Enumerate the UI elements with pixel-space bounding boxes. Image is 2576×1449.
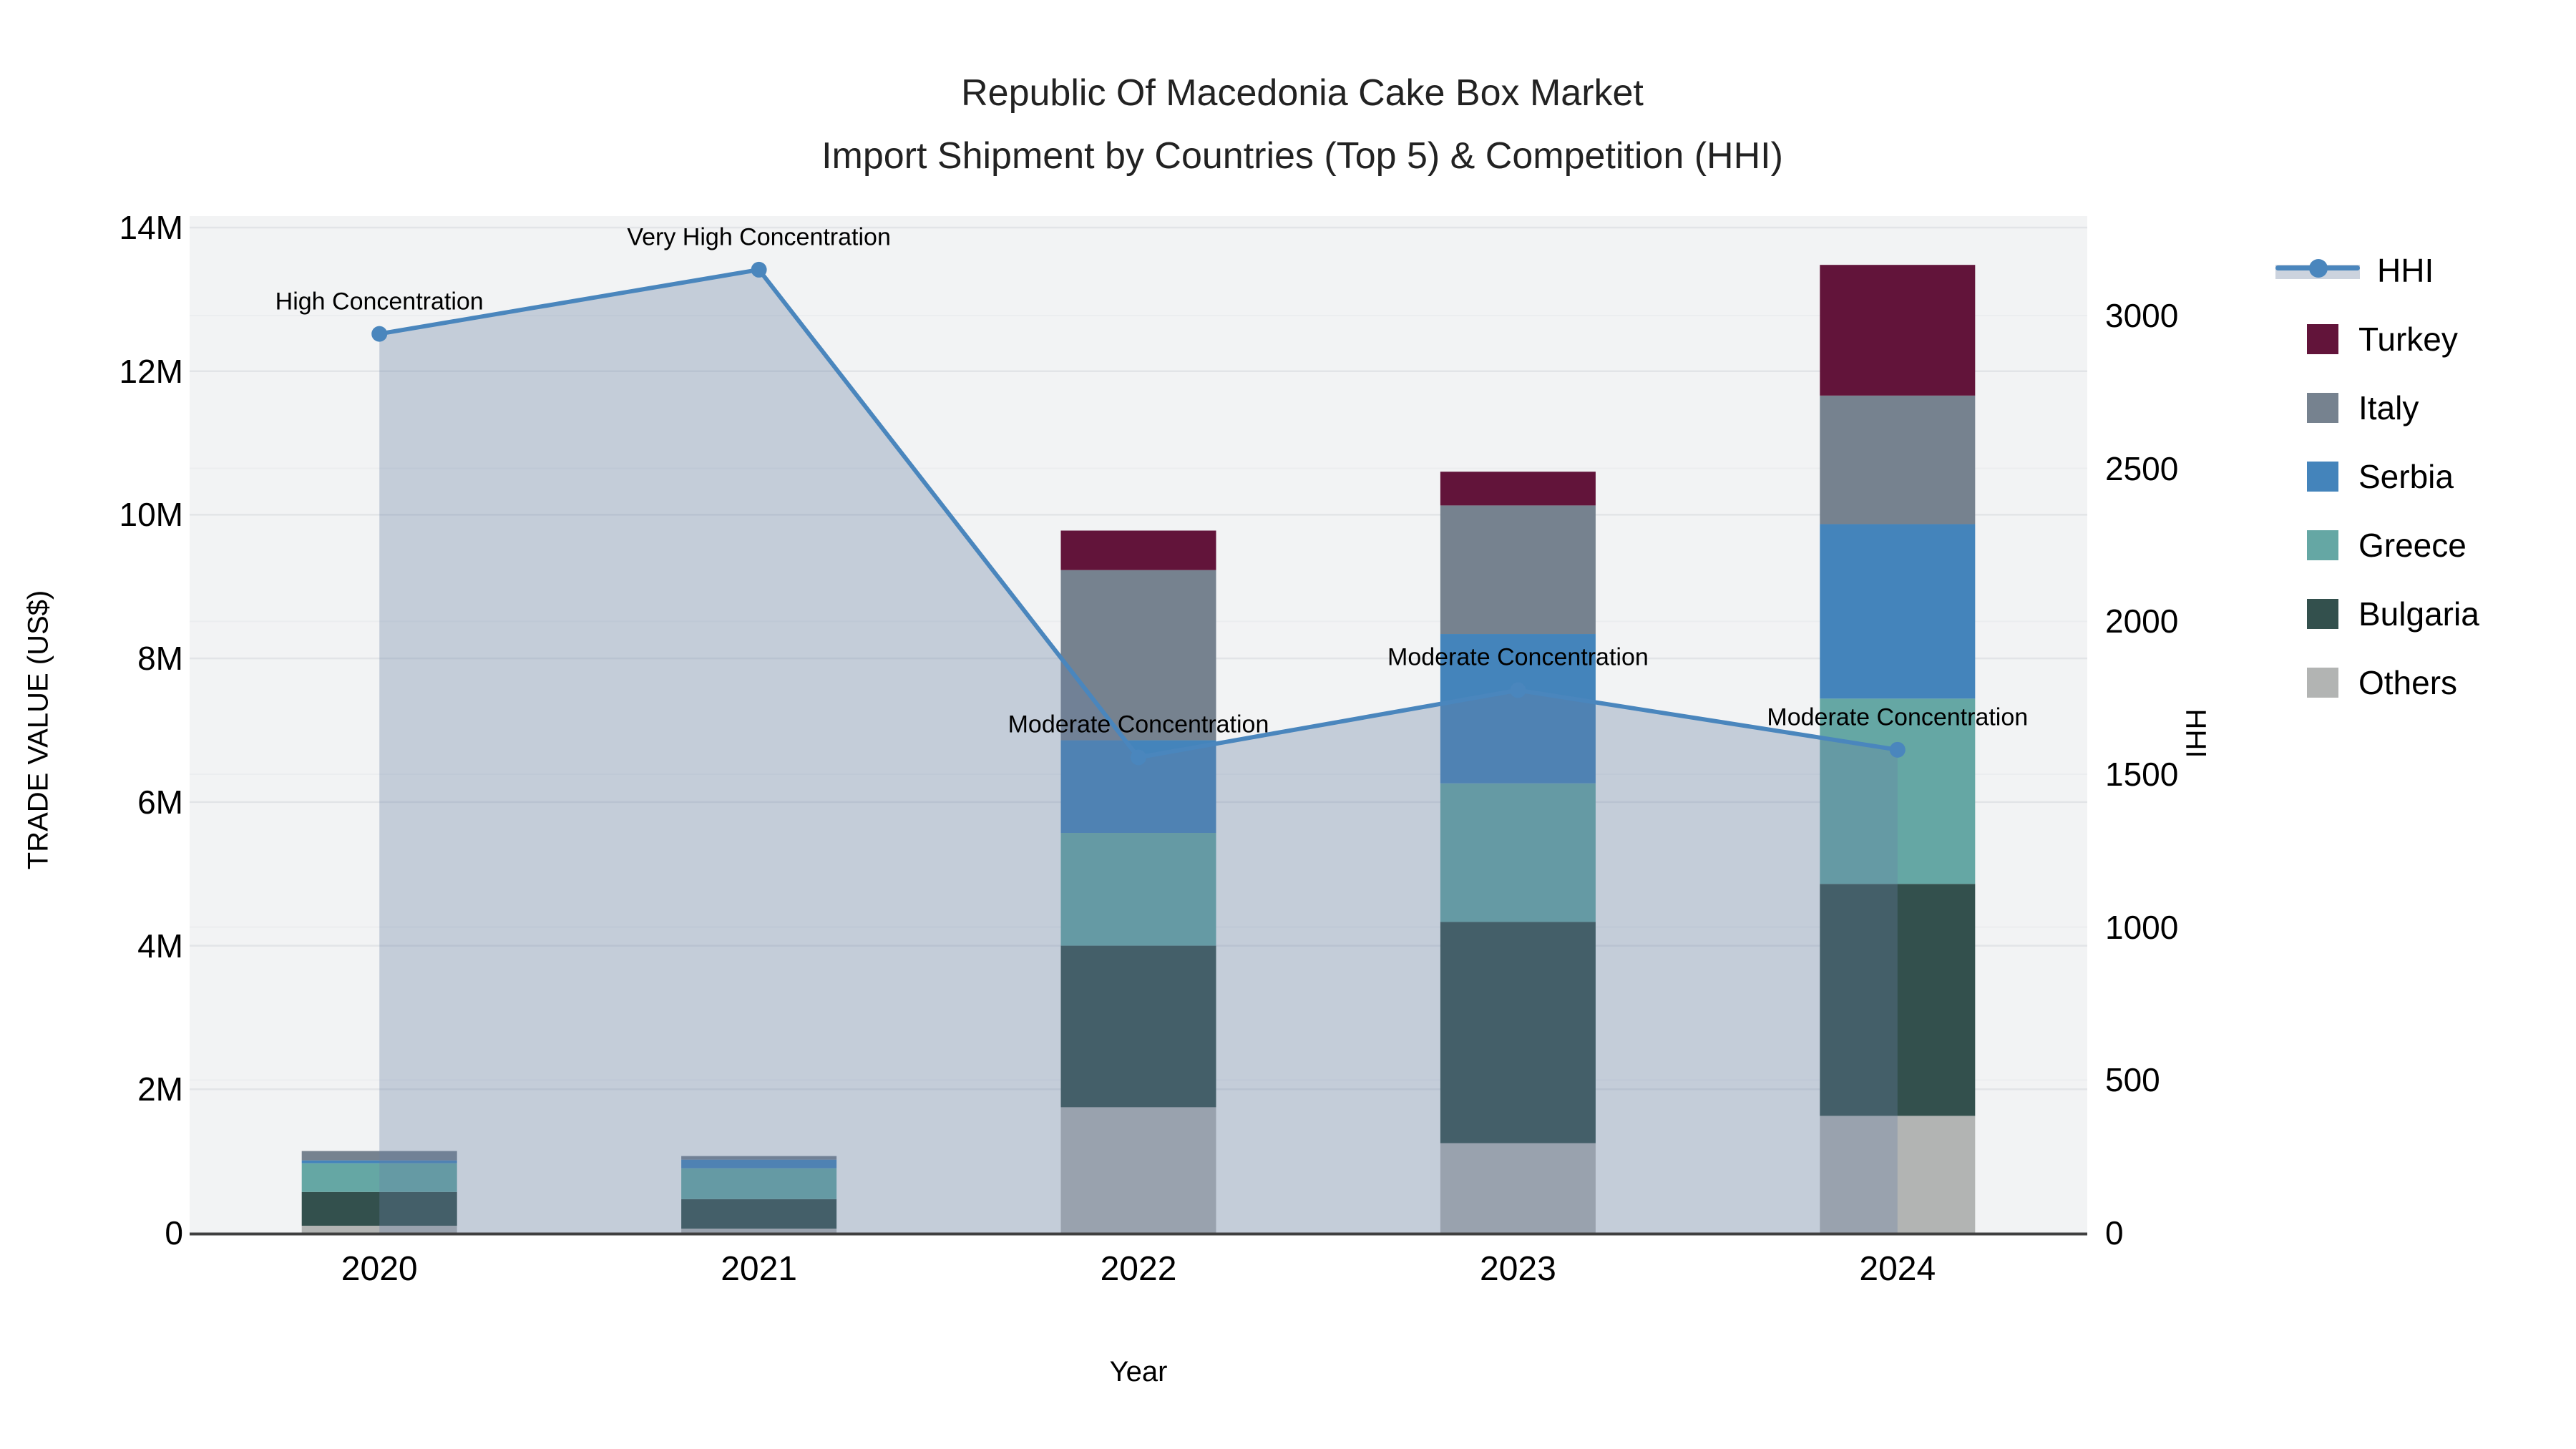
- legend-swatch-others: [2307, 668, 2338, 698]
- bar-segment-greece-2023[interactable]: [1440, 783, 1596, 922]
- bar-segment-greece-2020[interactable]: [301, 1163, 457, 1192]
- x-axis-title: Year: [1109, 1356, 1168, 1387]
- hhi-marker-2024[interactable]: [1889, 741, 1906, 758]
- bar-segment-bulgaria-2022[interactable]: [1060, 945, 1216, 1108]
- bar-segment-italy-2023[interactable]: [1440, 505, 1596, 635]
- bar-segment-others-2021[interactable]: [681, 1228, 837, 1233]
- legend: HHI Turkey Italy Serbia Greece Bulgaria Others: [2275, 236, 2576, 717]
- legend-hhi-line-sample-icon: [2275, 255, 2360, 286]
- bar-segment-bulgaria-2024[interactable]: [1820, 884, 1976, 1116]
- legend-swatch-greece: [2307, 530, 2338, 560]
- y-right-tick-500: 500: [2105, 1061, 2160, 1099]
- bar-segment-bulgaria-2023[interactable]: [1440, 922, 1596, 1143]
- y-axis-right-title: HHI: [2180, 708, 2212, 758]
- bar-segment-bulgaria-2020[interactable]: [301, 1191, 457, 1226]
- annotation-2021: Very High Concentration: [627, 223, 891, 251]
- bar-segment-serbia-2023[interactable]: [1440, 634, 1596, 784]
- legend-swatch-turkey: [2307, 324, 2338, 354]
- bar-segment-others-2024[interactable]: [1820, 1116, 1976, 1233]
- bar-segment-italy-2020[interactable]: [301, 1151, 457, 1161]
- bar-segment-turkey-2023[interactable]: [1440, 472, 1596, 506]
- y-left-tick-14M: 14M: [119, 209, 183, 246]
- bar-segment-others-2020[interactable]: [301, 1225, 457, 1233]
- y-right-tick-3000: 3000: [2105, 297, 2179, 334]
- hhi-marker-2020[interactable]: [371, 326, 388, 342]
- legend-swatch-italy: [2307, 393, 2338, 423]
- legend-item-turkey[interactable]: Turkey: [2275, 305, 2576, 374]
- bar-segment-greece-2024[interactable]: [1820, 698, 1976, 884]
- x-tick-2020: 2020: [341, 1250, 418, 1288]
- y-axis-left-title: TRADE VALUE (US$): [22, 590, 54, 870]
- y-right-tick-0: 0: [2105, 1214, 2124, 1252]
- y-right-tick-1500: 1500: [2105, 756, 2179, 793]
- chart-title-line1: Republic Of Macedonia Cake Box Market: [961, 72, 1644, 114]
- y-left-tick-6M: 6M: [137, 783, 183, 821]
- legend-item-hhi[interactable]: HHI: [2275, 236, 2576, 305]
- hhi-marker-2021[interactable]: [751, 261, 767, 278]
- chart-title-line2: Import Shipment by Countries (Top 5) & C…: [821, 135, 1783, 177]
- bar-segment-greece-2022[interactable]: [1060, 833, 1216, 946]
- legend-item-italy[interactable]: Italy: [2275, 374, 2576, 442]
- legend-swatch-bulgaria: [2307, 599, 2338, 629]
- y-left-tick-2M: 2M: [137, 1070, 183, 1108]
- y-left-tick-4M: 4M: [137, 927, 183, 965]
- x-tick-2022: 2022: [1100, 1250, 1177, 1288]
- bar-segment-italy-2021[interactable]: [681, 1156, 837, 1160]
- bar-segment-serbia-2020[interactable]: [301, 1160, 457, 1163]
- y-left-tick-10M: 10M: [119, 496, 183, 534]
- bar-segment-serbia-2024[interactable]: [1820, 524, 1976, 699]
- x-tick-2023: 2023: [1480, 1250, 1556, 1288]
- legend-item-others[interactable]: Others: [2275, 648, 2576, 717]
- annotation-2020: High Concentration: [275, 288, 484, 316]
- bar-segment-serbia-2021[interactable]: [681, 1159, 837, 1169]
- bar-segment-turkey-2024[interactable]: [1820, 265, 1976, 396]
- bar-segment-turkey-2022[interactable]: [1060, 530, 1216, 570]
- hhi-marker-2023[interactable]: [1510, 682, 1526, 698]
- legend-label-greece: Greece: [2358, 527, 2467, 564]
- legend-item-serbia[interactable]: Serbia: [2275, 442, 2576, 511]
- y-right-tick-1000: 1000: [2105, 908, 2179, 946]
- y-left-tick-0: 0: [165, 1214, 183, 1252]
- x-tick-2021: 2021: [721, 1250, 797, 1288]
- bar-segment-italy-2022[interactable]: [1060, 570, 1216, 741]
- y-left-tick-12M: 12M: [119, 352, 183, 390]
- legend-item-greece[interactable]: Greece: [2275, 511, 2576, 580]
- legend-item-bulgaria[interactable]: Bulgaria: [2275, 580, 2576, 648]
- annotation-2023: Moderate Concentration: [1387, 644, 1649, 672]
- legend-swatch-serbia: [2307, 462, 2338, 492]
- bar-segment-italy-2024[interactable]: [1820, 395, 1976, 525]
- annotation-2022: Moderate Concentration: [1008, 711, 1269, 739]
- x-tick-2024: 2024: [1859, 1250, 1936, 1288]
- y-right-tick-2000: 2000: [2105, 602, 2179, 640]
- legend-label-serbia: Serbia: [2358, 458, 2454, 495]
- bar-segment-others-2022[interactable]: [1060, 1107, 1216, 1233]
- annotation-2024: Moderate Concentration: [1767, 703, 2029, 731]
- legend-label-italy: Italy: [2358, 389, 2419, 426]
- legend-label-hhi: HHI: [2377, 252, 2434, 289]
- hhi-area-fill: [379, 269, 1898, 1233]
- bar-segment-others-2023[interactable]: [1440, 1143, 1596, 1233]
- legend-label-turkey: Turkey: [2358, 321, 2458, 358]
- legend-hhi-sample-part: [2309, 259, 2328, 278]
- y-right-tick-2500: 2500: [2105, 449, 2179, 487]
- legend-label-others: Others: [2358, 664, 2458, 701]
- bar-segment-greece-2021[interactable]: [681, 1168, 837, 1199]
- bar-segment-bulgaria-2021[interactable]: [681, 1199, 837, 1229]
- legend-label-bulgaria: Bulgaria: [2358, 595, 2479, 633]
- hhi-marker-2022[interactable]: [1131, 749, 1146, 766]
- y-left-tick-8M: 8M: [137, 640, 183, 678]
